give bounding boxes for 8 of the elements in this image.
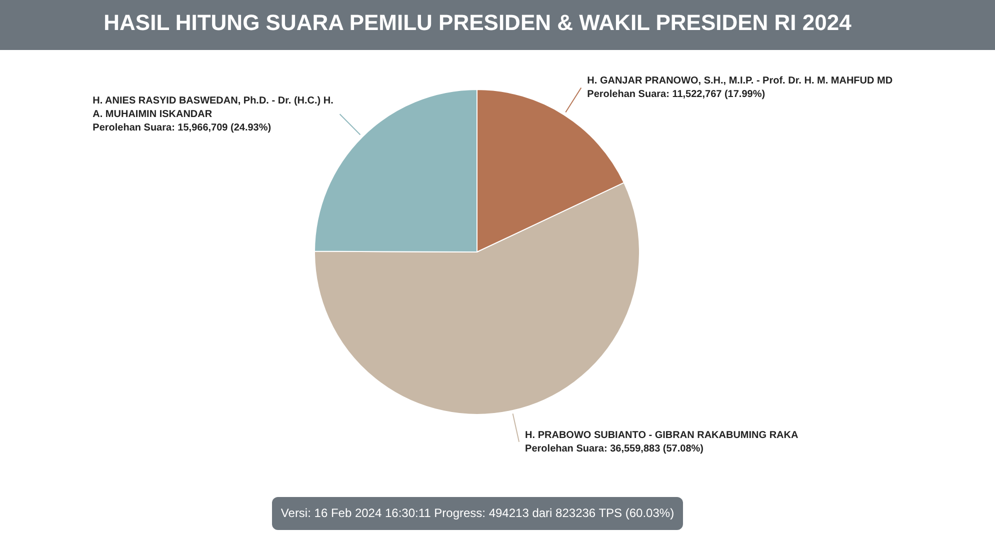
data-label: Perolehan Suara: 36,559,883 (57.08%) (525, 443, 704, 454)
slice-label: H. PRABOWO SUBIANTO - GIBRAN RAKABUMING RAKA (525, 430, 798, 441)
text: Versi: 16 Feb 2024 16:30:11 Progress: 494213 dari 823236 TPS (60.03%) (272, 497, 684, 530)
chart-title: HASIL HITUNG SUARA PEMILU PRESIDEN & WAKIL PRESIDEN RI 2024 (102, 9, 852, 37)
data-label: Perolehan Suara: 15,966,709 (24.93%) (92, 122, 272, 134)
data-label: Perolehan Suara: 11,522,767 (17.99%) (587, 89, 766, 100)
slice-label: H. GANJAR PRANOWO, S.H., M.I.P. - Prof. Dr. H. M. MAHFUD MD (587, 76, 893, 87)
slice-label: H. ANIES RASYID BASWEDAN, Ph.D. - Dr. (H.C.) H. A. MUHAIMIN ISKANDAR (92, 95, 334, 120)
